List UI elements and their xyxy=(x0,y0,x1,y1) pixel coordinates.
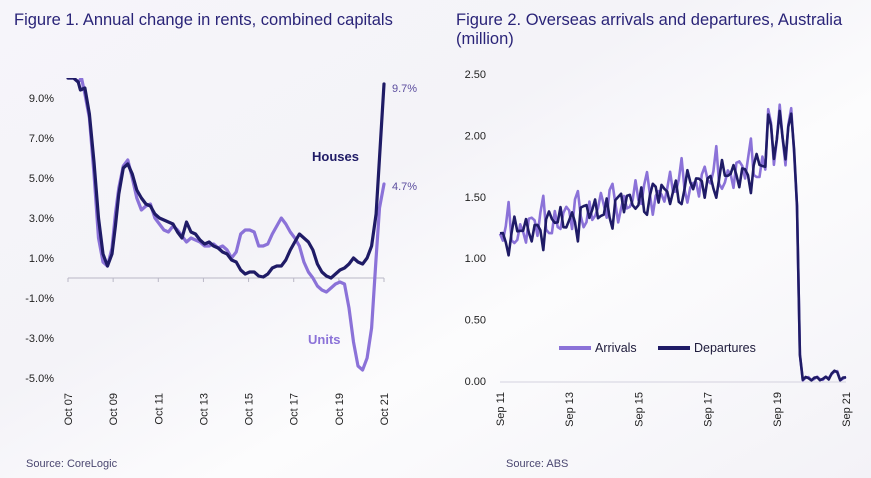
figure-1-title-text: Annual change in rents, combined capital… xyxy=(82,11,393,29)
figure-2-title-text: Overseas arrivals and departures, Austra… xyxy=(456,11,843,48)
houses-series-label: Houses xyxy=(312,149,359,164)
x-tick-label: Sep 19 xyxy=(772,392,784,427)
x-tick-label: Oct 13 xyxy=(198,393,210,425)
y-tick-label: 9.0% xyxy=(29,93,54,105)
y-tick-label: -3.0% xyxy=(25,333,54,345)
figure-1-title: Figure 1. Annual change in rents, combin… xyxy=(14,11,414,30)
x-tick-label: Oct 19 xyxy=(334,393,346,425)
x-tick-label: Oct 15 xyxy=(244,393,256,425)
x-tick-label: Sep 21 xyxy=(841,392,853,427)
x-tick-label: Oct 17 xyxy=(289,393,301,425)
y-tick-label: -5.0% xyxy=(25,373,54,385)
y-tick-label: 2.00 xyxy=(465,130,486,142)
y-tick-label: 1.00 xyxy=(465,253,486,265)
y-tick-label: 0.50 xyxy=(465,315,486,327)
units-end-label: 4.7% xyxy=(392,181,417,193)
units-series-label: Units xyxy=(308,332,341,347)
series-line-departures xyxy=(499,109,847,382)
x-tick-label: Oct 09 xyxy=(108,393,120,425)
x-tick-label: Sep 11 xyxy=(495,392,507,426)
figure-1-source: Source: CoreLogic xyxy=(26,458,118,470)
y-tick-label: 3.0% xyxy=(29,213,54,225)
legend-label-departures: Departures xyxy=(694,341,756,355)
y-tick-label: 1.50 xyxy=(465,192,486,204)
figure-2-source: Source: ABS xyxy=(506,458,569,470)
x-tick-label: Sep 13 xyxy=(564,392,576,427)
y-tick-label: 7.0% xyxy=(29,133,54,145)
y-tick-label: 1.0% xyxy=(29,253,54,265)
y-tick-label: 0.00 xyxy=(465,376,486,388)
x-tick-label: Sep 15 xyxy=(633,392,645,427)
x-tick-label: Oct 07 xyxy=(63,393,75,425)
houses-end-label: 9.7% xyxy=(392,83,417,95)
series-line-houses xyxy=(66,78,386,280)
legend-label-arrivals: Arrivals xyxy=(595,341,637,355)
figure-2-title: Figure 2. Overseas arrivals and departur… xyxy=(456,11,866,49)
figure-1-number: Figure 1. xyxy=(14,11,80,29)
x-tick-label: Sep 17 xyxy=(703,392,715,427)
x-tick-label: Oct 21 xyxy=(379,393,391,425)
y-tick-label: -1.0% xyxy=(25,293,54,305)
y-tick-label: 5.0% xyxy=(29,173,54,185)
x-tick-label: Oct 11 xyxy=(153,393,165,425)
y-tick-label: 2.50 xyxy=(465,69,486,81)
figure-2-number: Figure 2. xyxy=(456,11,522,29)
